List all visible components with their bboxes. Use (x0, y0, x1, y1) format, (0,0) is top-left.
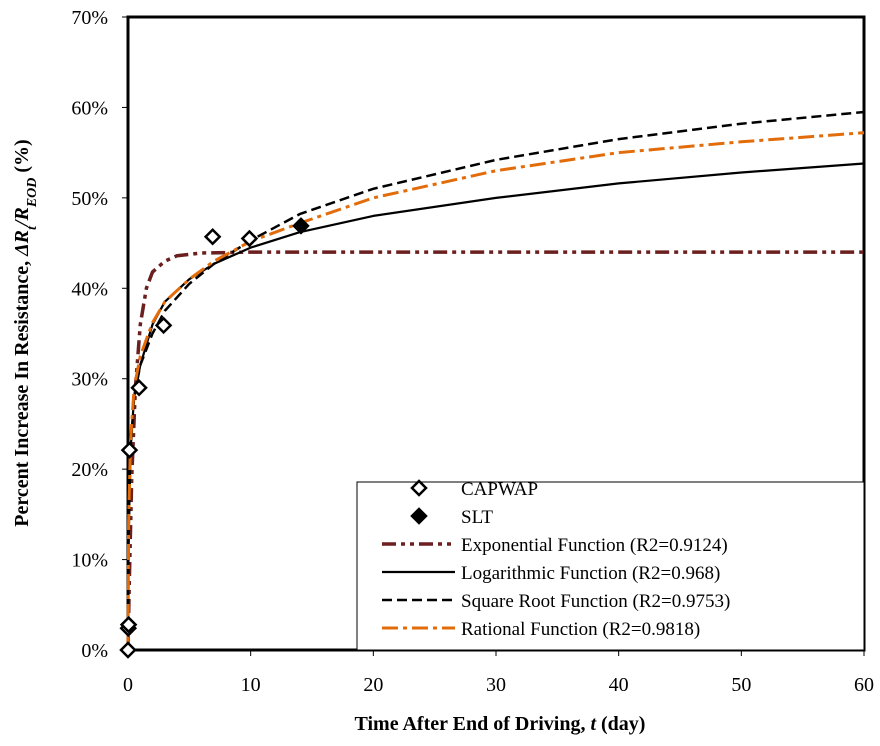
y-tick-label: 30% (71, 369, 108, 391)
x-axis-title-text: Time After End of Driving, (355, 713, 591, 735)
y-tick-label: 70% (71, 7, 108, 29)
y-axis-title-unit: (%) (11, 139, 33, 177)
y-tick-label: 0% (81, 640, 108, 662)
series-lines (126, 110, 865, 651)
x-tick-label: 20 (363, 674, 383, 696)
series-line-rational (126, 131, 865, 651)
legend-marker-capwap (410, 479, 428, 497)
legend-marker-slt (410, 507, 428, 525)
x-axis-title-unit: (day) (596, 713, 645, 735)
data-point-capwap (154, 316, 173, 335)
legend-label: CAPWAP (461, 479, 538, 500)
legend: CAPWAP SLT Exponential Function (R2=0.9124… (356, 479, 865, 651)
x-axis-title: Time After End of Driving, t (day) (355, 713, 646, 735)
legend-box (356, 481, 865, 651)
x-tick-label: 60 (854, 674, 874, 696)
y-tick-label: 60% (71, 97, 108, 119)
y-axis-title-subscript-eod: EOD (25, 178, 40, 209)
y-tick-label: 40% (71, 278, 108, 300)
x-tick-label: 30 (486, 674, 506, 696)
y-axis-title-text: Percent Increase In Resistance, (11, 256, 33, 527)
x-tick-label: 10 (241, 674, 261, 696)
y-tick-label: 10% (71, 550, 108, 572)
data-point-capwap (119, 615, 138, 634)
legend-label: Rational Function (R2=0.9818) (461, 619, 700, 640)
data-point-capwap (203, 227, 222, 246)
series-line-exponential (126, 250, 864, 651)
y-axis-title-symbol: ΔR (11, 230, 33, 257)
data-point-capwap (240, 229, 259, 248)
y-axis-title-subscript-t: t (25, 225, 40, 230)
legend-label: Exponential Function (R2=0.9124) (461, 535, 728, 556)
data-point-capwap (119, 641, 137, 659)
series-markers (119, 217, 310, 659)
series-line-square (126, 110, 865, 651)
legend-label: SLT (461, 507, 493, 528)
legend-label: Square Root Function (R2=0.9753) (461, 591, 730, 612)
x-axis: 0 10 20 30 40 50 60 (123, 650, 874, 696)
x-tick-label: 40 (609, 674, 629, 696)
data-point-capwap (130, 378, 148, 397)
legend-label: Logarithmic Function (R2=0.968) (461, 563, 720, 584)
y-tick-label: 50% (71, 188, 108, 210)
data-point-capwap (120, 441, 139, 459)
y-tick-label: 20% (71, 459, 108, 481)
data-point-slt (292, 217, 310, 235)
y-axis-title: Percent Increase In Resistance, ΔRt/REOD… (11, 139, 40, 526)
y-axis: 0% 10% 20% 30% 40% 50% 60% 70% (71, 7, 128, 662)
x-axis-title-variable: t (590, 713, 597, 735)
y-axis-title-denominator: /R (11, 207, 33, 228)
x-tick-label: 50 (731, 674, 751, 696)
x-tick-label: 0 (123, 674, 133, 696)
